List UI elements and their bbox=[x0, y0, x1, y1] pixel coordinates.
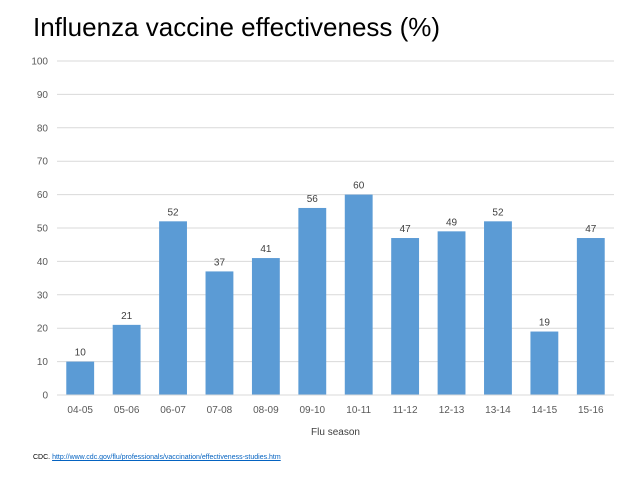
source-link[interactable]: http://www.cdc.gov/flu/professionals/vac… bbox=[52, 454, 281, 461]
data-labels: 10 21 52 37 41 56 60 47 49 52 19 47 bbox=[75, 181, 597, 359]
y-tick-label: 50 bbox=[37, 224, 49, 235]
bar-04-05 bbox=[66, 361, 95, 395]
bar-15-16 bbox=[576, 238, 605, 395]
data-label-14-15: 19 bbox=[539, 318, 551, 329]
x-tick-label: 11-12 bbox=[393, 405, 418, 416]
y-tick-label: 40 bbox=[37, 257, 49, 268]
bar-09-10 bbox=[298, 207, 327, 395]
x-tick-label: 12-13 bbox=[439, 405, 465, 416]
y-tick-label: 0 bbox=[42, 391, 48, 402]
x-tick-label: 10-11 bbox=[346, 405, 371, 416]
x-tick-label: 08-09 bbox=[253, 405, 279, 416]
y-tick-label: 20 bbox=[37, 324, 49, 335]
bar-12-13 bbox=[437, 231, 466, 395]
x-tick-label: 13-14 bbox=[485, 405, 511, 416]
x-tick-label: 14-15 bbox=[532, 405, 558, 416]
bar-08-09 bbox=[251, 258, 280, 395]
x-tick-label: 07-08 bbox=[207, 405, 233, 416]
bar-07-08 bbox=[205, 271, 234, 395]
x-tick-label: 06-07 bbox=[160, 405, 186, 416]
data-label-12-13: 49 bbox=[446, 217, 458, 228]
gridlines bbox=[57, 60, 614, 363]
x-tick-label: 09-10 bbox=[300, 405, 326, 416]
bar-14-15 bbox=[530, 331, 559, 395]
bar-13-14 bbox=[484, 221, 512, 395]
data-label-09-10: 56 bbox=[307, 194, 319, 205]
data-label-08-09: 41 bbox=[260, 244, 272, 255]
bar-11-12 bbox=[391, 238, 420, 395]
y-tick-label: 80 bbox=[37, 123, 49, 134]
data-label-06-07: 52 bbox=[167, 207, 179, 218]
y-tick-label: 60 bbox=[37, 190, 49, 201]
chart-title: Influenza vaccine effectiveness (%) bbox=[33, 12, 441, 42]
data-label-15-16: 47 bbox=[585, 224, 597, 235]
bars bbox=[66, 194, 605, 395]
data-label-13-14: 52 bbox=[492, 207, 504, 218]
bar-06-07 bbox=[159, 221, 187, 395]
data-label-10-11: 60 bbox=[353, 181, 365, 192]
x-axis-ticks: 04-05 05-06 06-07 07-08 08-09 09-10 10-11 11-12… bbox=[67, 405, 604, 416]
y-tick-label: 100 bbox=[31, 57, 48, 68]
y-tick-label: 90 bbox=[37, 90, 49, 101]
source-prefix: CDC. bbox=[33, 454, 53, 461]
x-tick-label: 15-16 bbox=[578, 405, 604, 416]
bar-10-11 bbox=[344, 194, 373, 395]
x-tick-label: 05-06 bbox=[114, 405, 140, 416]
y-tick-label: 70 bbox=[37, 157, 49, 168]
x-axis-title: Flu season bbox=[311, 427, 360, 438]
y-tick-label: 10 bbox=[37, 357, 49, 368]
y-axis-ticks: 0 10 20 30 40 50 60 70 80 90 100 bbox=[31, 57, 48, 402]
bar-05-06 bbox=[112, 324, 141, 395]
data-label-11-12: 47 bbox=[400, 224, 412, 235]
x-tick-label: 04-05 bbox=[67, 405, 93, 416]
source-citation: CDC. http://www.cdc.gov/flu/professional… bbox=[33, 454, 281, 461]
data-label-07-08: 37 bbox=[214, 257, 226, 268]
data-label-05-06: 21 bbox=[121, 311, 133, 322]
data-label-04-05: 10 bbox=[75, 348, 87, 359]
y-tick-label: 30 bbox=[37, 290, 49, 301]
